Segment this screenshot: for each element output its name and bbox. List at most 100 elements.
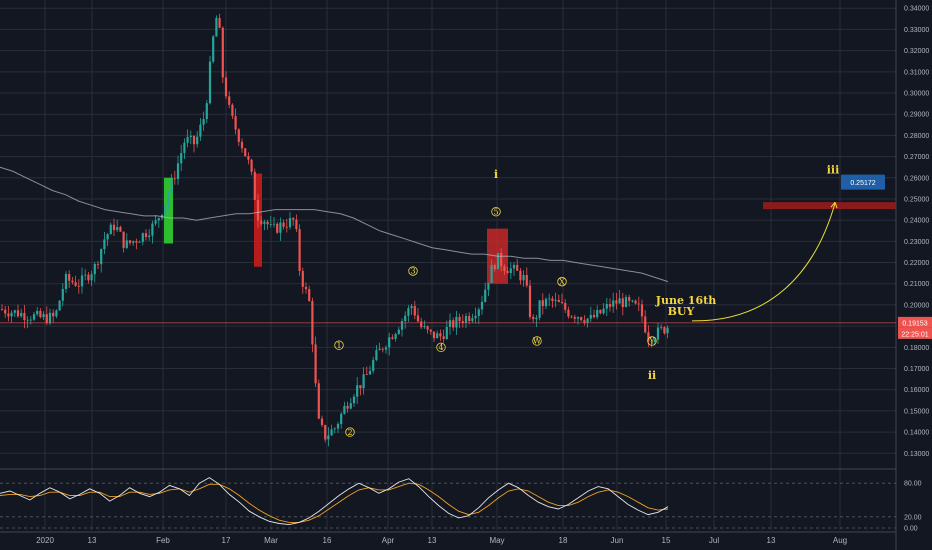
wave-circle [532, 336, 542, 346]
candle-body [119, 227, 122, 232]
projection-arrow [691, 203, 836, 322]
price-tick-label: 0.17000 [904, 366, 929, 373]
target-price-label: 0.25172 [850, 180, 875, 187]
candle-body [4, 309, 7, 314]
date-tick-label: 15 [662, 536, 671, 545]
candle-body [276, 223, 279, 233]
candle-body [260, 220, 263, 224]
candle-body [157, 218, 160, 221]
candle-body [186, 137, 189, 143]
candle-body [436, 333, 439, 339]
candle-body [112, 224, 116, 231]
candle-body [109, 224, 112, 235]
candle-body [352, 396, 356, 404]
candle-body [567, 309, 570, 317]
candle-body [170, 178, 173, 194]
candle-body [106, 234, 109, 240]
candle-body [128, 240, 132, 243]
price-tick-label: 0.30000 [904, 91, 929, 98]
candle-body [522, 275, 525, 281]
candle-body [653, 339, 656, 342]
candle-body [237, 129, 240, 142]
candle-body [138, 241, 141, 243]
candle-body [317, 383, 320, 419]
candle-body [42, 314, 45, 318]
candle-body [36, 310, 39, 315]
wave-label-2: 2 [347, 428, 352, 437]
candle-body [359, 385, 362, 389]
wave-circle [647, 336, 657, 346]
wave-label-1: 1 [336, 341, 341, 350]
candle-body [231, 104, 234, 117]
candle-body [666, 327, 669, 334]
price-tick-label: 0.23000 [904, 239, 929, 246]
wave-label-4: 4 [438, 343, 443, 352]
time-axis[interactable]: 2020 13 Feb 17 Mar 16 Apr 13 May 18 Jun 15 Jul 13 Aug [36, 536, 847, 545]
countdown-tag [898, 327, 932, 339]
candle-body [560, 302, 564, 303]
candle-body [292, 218, 295, 220]
date-tick-label: Apr [382, 536, 395, 545]
candle-body [516, 264, 519, 271]
candle-body [410, 305, 413, 309]
candle-body [596, 309, 599, 318]
candle-body [247, 156, 250, 160]
candle-body [93, 263, 96, 275]
date-tick-label: May [489, 536, 504, 545]
candle-body [20, 312, 23, 317]
annotation-action: BUY [668, 305, 695, 318]
candle-body [71, 280, 74, 283]
price-tick-label: 0.14000 [904, 430, 929, 437]
wave-circle [491, 206, 501, 217]
candle-body [58, 300, 61, 311]
date-tick-label: Jul [709, 536, 719, 545]
candle-body [208, 61, 212, 104]
candle-body [336, 423, 340, 429]
candle-body [525, 275, 528, 286]
price-axis[interactable]: 0.34000 0.33000 0.32000 0.31000 0.30000 0.290… [898, 6, 932, 458]
candle-body [234, 116, 237, 130]
highlight-boxes [164, 173, 508, 284]
candle-body [612, 300, 615, 307]
date-tick-label: 16 [323, 536, 332, 545]
candle-body [548, 298, 551, 300]
candle-body [269, 224, 272, 225]
candle-body [135, 241, 138, 243]
candle-body [224, 77, 228, 97]
price-tick-label: 0.21000 [904, 281, 929, 288]
candle-body [55, 310, 58, 317]
candle-body [192, 135, 196, 145]
candle-body [544, 299, 548, 307]
candle-body [432, 331, 436, 339]
candle-body [90, 274, 93, 281]
countdown-label: 22:25:01 [901, 331, 928, 338]
candle-body [96, 263, 100, 265]
candle-body [77, 285, 80, 287]
candle-body [487, 282, 490, 290]
candle-body [416, 315, 420, 322]
candle-body [320, 418, 324, 426]
candle-body [394, 334, 397, 339]
candle-body [349, 403, 352, 409]
wave-label-Y: Y [648, 337, 655, 346]
candle-body [388, 337, 391, 348]
candle-body [52, 312, 55, 317]
candle-body [84, 274, 87, 276]
price-tick-label: 0.31000 [904, 69, 929, 76]
candle-body [471, 318, 474, 322]
date-tick-label: 18 [559, 536, 568, 545]
wave-circle [557, 276, 567, 287]
candle-body [528, 285, 532, 317]
candle-body [212, 36, 215, 62]
candle-body [144, 233, 148, 238]
candle-body [189, 135, 192, 138]
date-tick-label: Aug [833, 536, 847, 545]
candle-body [48, 312, 52, 323]
candle-body [368, 370, 372, 375]
candle-body [288, 218, 292, 228]
candle-body [631, 300, 634, 302]
candle-body [125, 240, 128, 248]
candle-body [356, 385, 359, 397]
candle-body [16, 310, 20, 317]
